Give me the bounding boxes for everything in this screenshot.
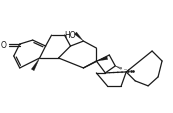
Polygon shape [74,33,83,42]
Polygon shape [96,57,108,61]
Polygon shape [31,58,40,71]
Text: HO: HO [64,30,75,39]
Text: O: O [1,40,7,49]
Text: ····: ···· [123,66,129,71]
